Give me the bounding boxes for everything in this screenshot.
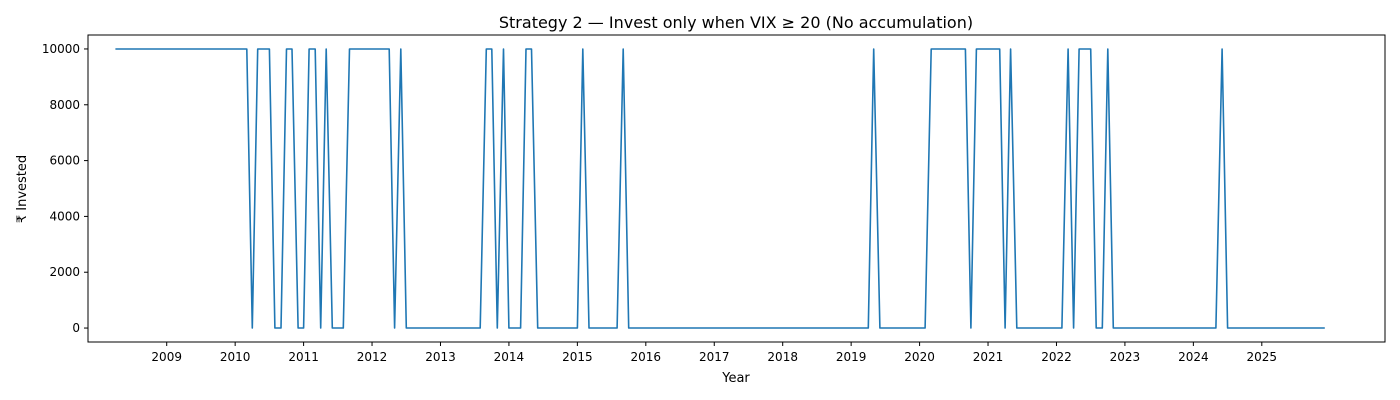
x-tick-label: 2009 <box>151 350 182 364</box>
x-tick-label: 2010 <box>220 350 251 364</box>
x-tick-label: 2023 <box>1110 350 1141 364</box>
x-tick-label: 2015 <box>562 350 593 364</box>
x-tick-label: 2017 <box>699 350 730 364</box>
x-tick-label: 2025 <box>1247 350 1278 364</box>
plot-frame <box>87 34 1386 343</box>
x-axis-ticks: 2009 2010 2011 2012 2013 2014 2015 2016 2017 2018… <box>151 342 1277 364</box>
x-tick-label: 2024 <box>1178 350 1209 364</box>
x-tick-label: 2021 <box>973 350 1004 364</box>
x-tick-label: 2011 <box>288 350 319 364</box>
x-tick-label: 2022 <box>1041 350 1072 364</box>
y-tick-label: 10000 <box>42 42 80 56</box>
y-axis-label: ₹ Invested <box>15 155 30 223</box>
y-tick-label: 2000 <box>49 265 80 279</box>
x-tick-label: 2014 <box>494 350 525 364</box>
y-axis-ticks: 0 2000 4000 6000 8000 10000 <box>42 42 88 335</box>
x-tick-label: 2012 <box>357 350 388 364</box>
x-tick-label: 2016 <box>631 350 662 364</box>
x-tick-label: 2013 <box>425 350 456 364</box>
x-tick-label: 2020 <box>904 350 935 364</box>
chart-title: Strategy 2 — Invest only when VIX ≥ 20 (… <box>499 13 973 32</box>
y-tick-label: 6000 <box>49 154 80 168</box>
y-tick-label: 0 <box>72 321 80 335</box>
y-tick-label: 8000 <box>49 98 80 112</box>
x-axis-label: Year <box>721 371 750 386</box>
y-tick-label: 4000 <box>49 209 80 223</box>
series-line <box>115 48 1325 329</box>
x-tick-label: 2018 <box>767 350 798 364</box>
x-tick-label: 2019 <box>836 350 867 364</box>
